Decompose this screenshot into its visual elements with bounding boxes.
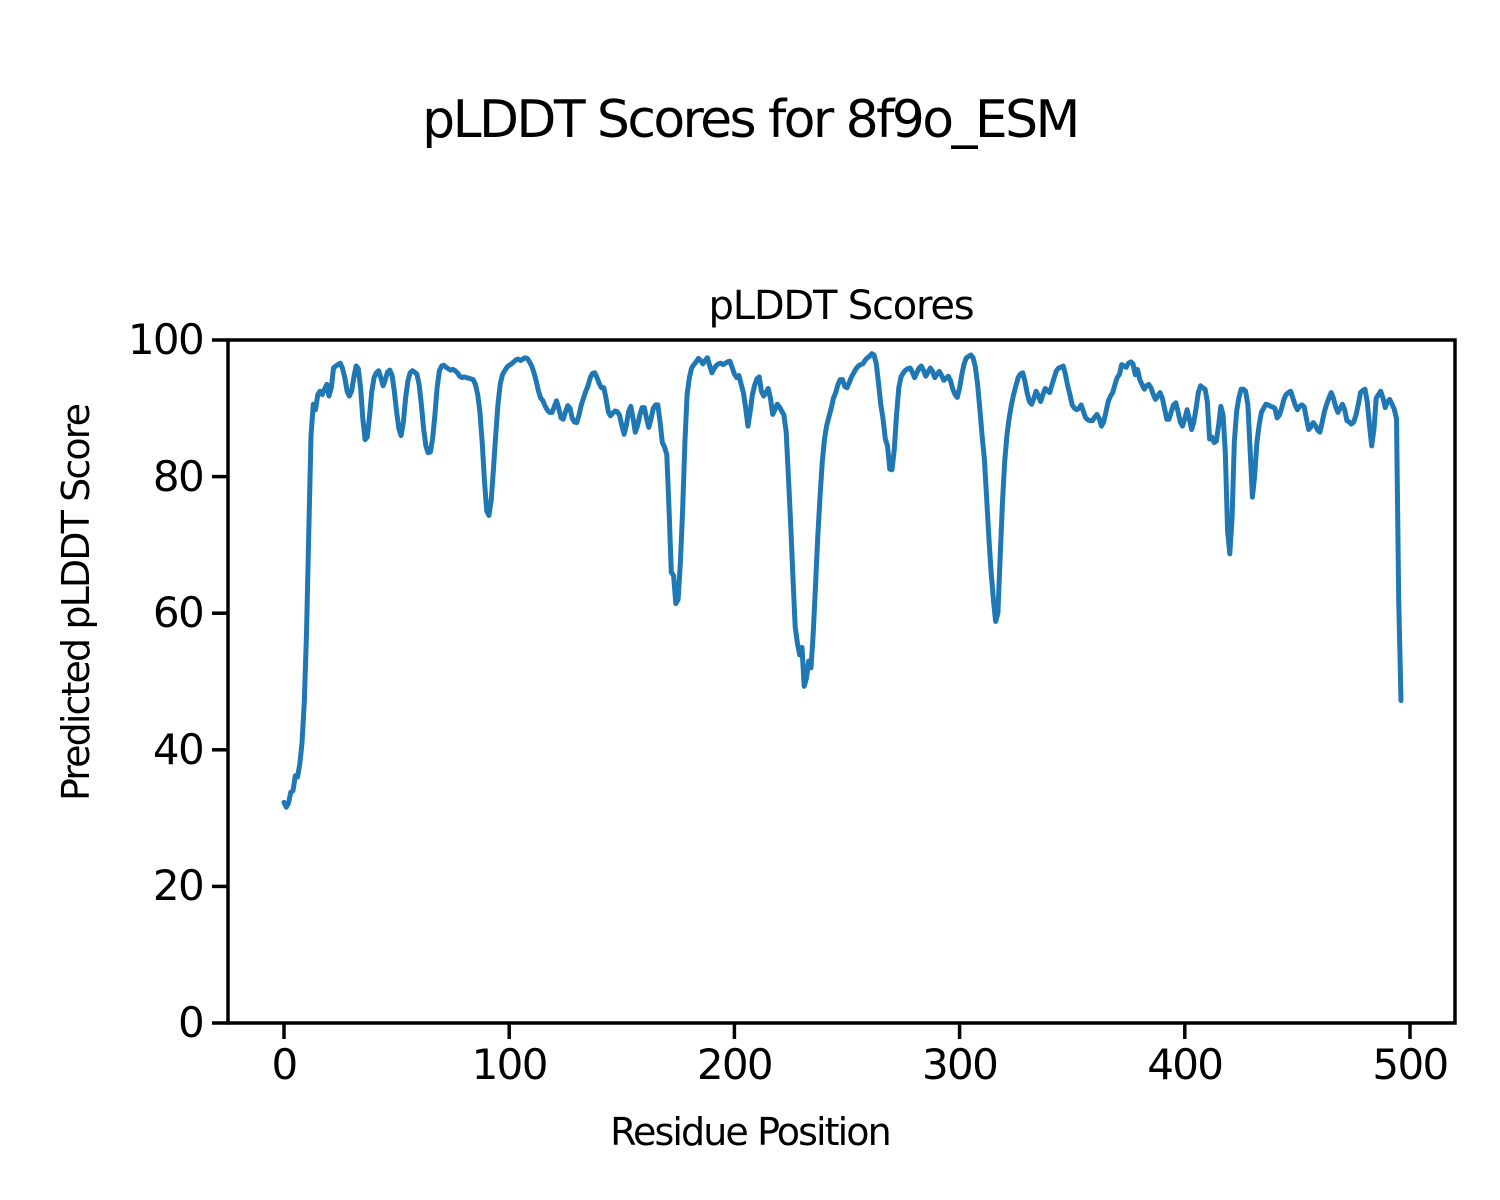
y-tick-label: 40 [152, 724, 205, 774]
tick-marks [212, 338, 1412, 1039]
x-tick-label: 0 [271, 1040, 298, 1089]
y-tick-label: 60 [152, 588, 205, 638]
x-tick-label: 300 [922, 1040, 999, 1089]
plddt-line-series [281, 351, 1404, 810]
y-tick-label: 0 [177, 998, 205, 1047]
figure-title: pLDDT Scores for 8f9o_ESM [422, 90, 1080, 150]
x-tick-label: 400 [1147, 1040, 1224, 1089]
axes-title: pLDDT Scores [708, 283, 975, 329]
axes-border [226, 338, 1457, 1025]
y-tick-label: 20 [152, 861, 205, 911]
y-tick-label: 80 [152, 451, 205, 501]
x-tick-label: 100 [471, 1040, 549, 1089]
y-tick-label: 100 [127, 315, 205, 364]
x-axis-label: Residue Position [610, 1110, 892, 1154]
x-tick-label: 500 [1372, 1040, 1449, 1089]
x-tick-label: 200 [696, 1040, 774, 1089]
